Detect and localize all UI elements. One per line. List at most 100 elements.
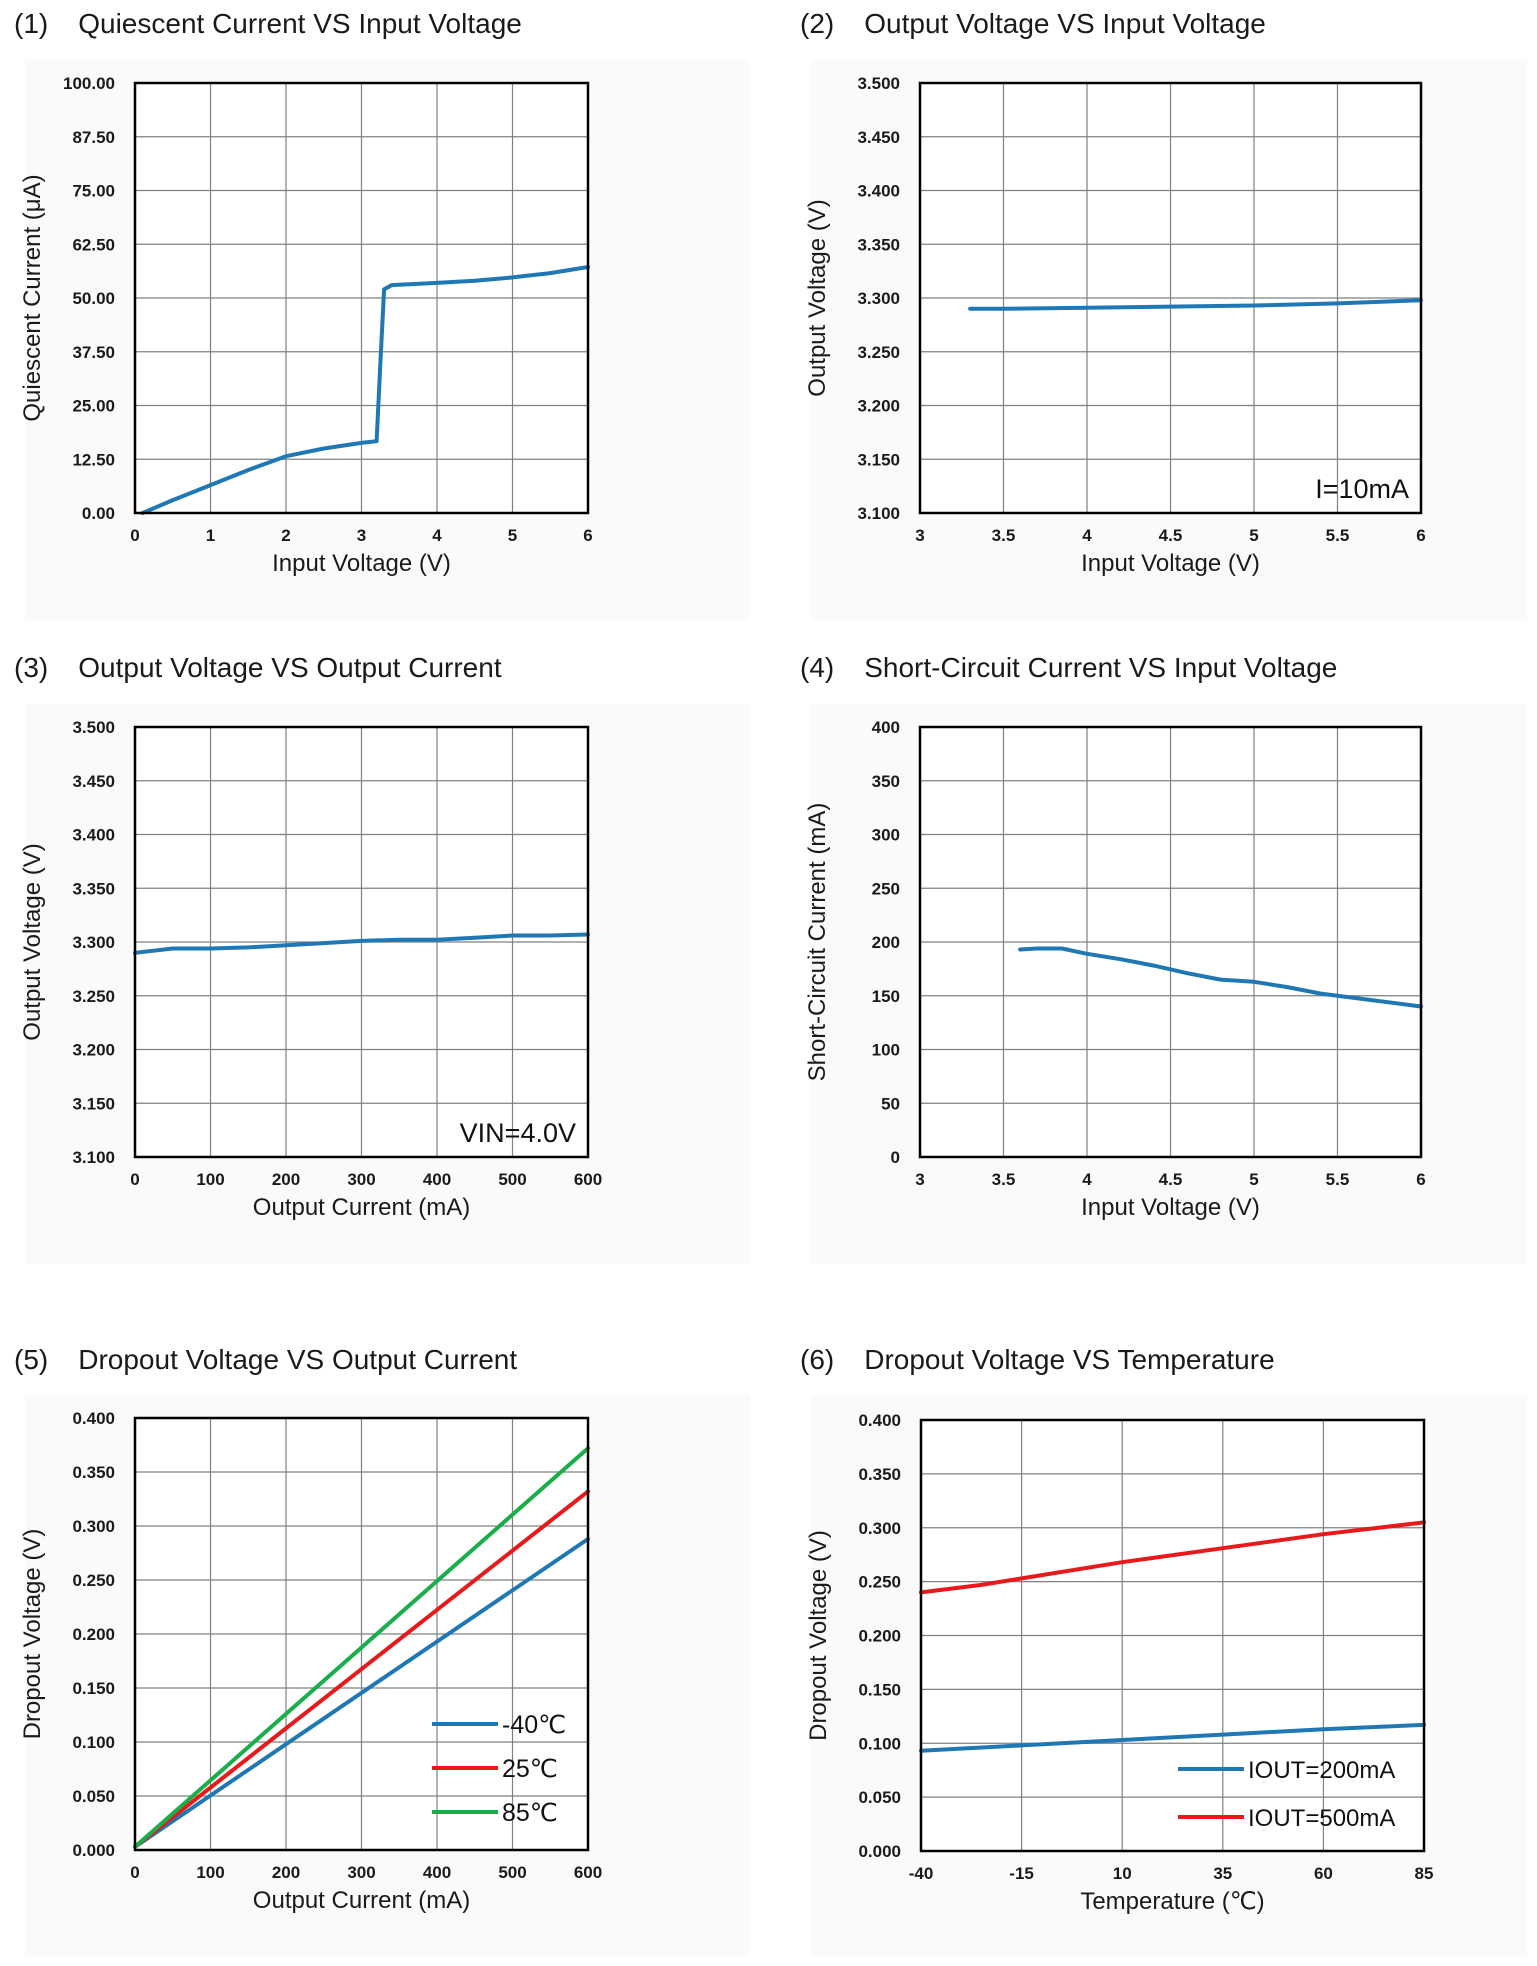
x-axis-label: Output Current (mA) bbox=[253, 1194, 470, 1221]
y-tick-label: 3.400 bbox=[72, 826, 115, 845]
series-line bbox=[968, 298, 1423, 311]
y-tick-label: 150 bbox=[872, 987, 900, 1006]
plot-frame bbox=[918, 81, 1423, 515]
x-tick-label: 4.5 bbox=[1159, 1170, 1183, 1189]
x-tick-label: 100 bbox=[196, 1863, 224, 1882]
x-tick-label: 5 bbox=[1249, 1170, 1258, 1189]
y-tick-label: 3.350 bbox=[857, 235, 900, 254]
series-line bbox=[133, 1489, 590, 1849]
y-tick-label: 50 bbox=[881, 1094, 900, 1113]
chart-annotation: VIN=4.0V bbox=[460, 1118, 576, 1148]
x-tick-label: 0 bbox=[130, 1170, 139, 1189]
y-tick-label: 0.300 bbox=[72, 1517, 115, 1536]
legend-entry: IOUT=500mA bbox=[1248, 1805, 1395, 1832]
x-tick-label: 200 bbox=[272, 1170, 300, 1189]
x-tick-label: 5 bbox=[508, 526, 517, 545]
chart-number: (6) bbox=[800, 1344, 835, 1375]
chart-number: (3) bbox=[14, 652, 49, 683]
y-tick-label: 75.00 bbox=[72, 182, 115, 201]
y-tick-label: 3.300 bbox=[857, 289, 900, 308]
x-axis-label: Output Current (mA) bbox=[253, 1887, 470, 1914]
chart-title-text: Quiescent Current VS Input Voltage bbox=[78, 8, 522, 39]
y-tick-label: 3.200 bbox=[857, 397, 900, 416]
x-tick-label: 500 bbox=[498, 1170, 526, 1189]
x-tick-label: 400 bbox=[423, 1170, 451, 1189]
y-tick-label: 3.100 bbox=[72, 1148, 115, 1167]
y-tick-label: 3.250 bbox=[857, 343, 900, 362]
legend-entry: IOUT=200mA bbox=[1248, 1757, 1395, 1784]
x-tick-label: 500 bbox=[498, 1863, 526, 1882]
x-tick-label: 3.5 bbox=[992, 526, 1016, 545]
x-tick-label: 10 bbox=[1113, 1864, 1132, 1883]
y-tick-label: 0.200 bbox=[72, 1625, 115, 1644]
y-tick-label: 3.500 bbox=[72, 718, 115, 737]
x-axis-label: Input Voltage (V) bbox=[1081, 1194, 1260, 1221]
y-tick-label: 0 bbox=[891, 1148, 900, 1167]
y-tick-label: 37.50 bbox=[72, 343, 115, 362]
y-tick-label: 0.400 bbox=[72, 1409, 115, 1428]
y-tick-label: 3.100 bbox=[857, 504, 900, 523]
x-tick-label: 6 bbox=[583, 526, 592, 545]
chart-title: (3) Output Voltage VS Output Current bbox=[14, 652, 502, 684]
chart-title: (6) Dropout Voltage VS Temperature bbox=[800, 1344, 1275, 1376]
series-line bbox=[140, 265, 590, 515]
x-tick-label: 0 bbox=[130, 1863, 139, 1882]
chart-panel: 0 100 200 300 400 500 600 3.100 3.150 3.200 3.250 3… bbox=[19, 704, 750, 1264]
y-tick-label: 0.100 bbox=[858, 1734, 901, 1753]
y-tick-label: 0.00 bbox=[82, 504, 115, 523]
chart-number: (5) bbox=[14, 1344, 49, 1375]
series-line bbox=[919, 1520, 1426, 1595]
x-tick-label: 600 bbox=[574, 1170, 602, 1189]
y-tick-label: 3.350 bbox=[72, 879, 115, 898]
y-axis-label: Output Voltage (V) bbox=[19, 843, 46, 1040]
y-tick-label: 200 bbox=[872, 933, 900, 952]
legend-entry: 25℃ bbox=[502, 1755, 558, 1783]
y-tick-label: 3.300 bbox=[72, 933, 115, 952]
x-tick-label: 4 bbox=[1082, 1170, 1092, 1189]
chart-title: (4) Short-Circuit Current VS Input Voltag… bbox=[800, 652, 1337, 684]
y-tick-label: 100 bbox=[872, 1041, 900, 1060]
y-tick-label: 25.00 bbox=[72, 397, 115, 416]
chart-title-text: Short-Circuit Current VS Input Voltage bbox=[864, 652, 1338, 683]
y-tick-label: 3.150 bbox=[857, 450, 900, 469]
x-tick-label: 4.5 bbox=[1159, 526, 1183, 545]
x-axis-label: Input Voltage (V) bbox=[1081, 550, 1260, 577]
x-tick-label: 600 bbox=[574, 1863, 602, 1882]
chart-panel: -40 -15 10 35 60 85 0.000 0.050 0.100 0.150 0.200 0… bbox=[805, 1395, 1527, 1956]
y-tick-label: 3.250 bbox=[72, 987, 115, 1006]
y-tick-label: 62.50 bbox=[72, 235, 115, 254]
x-tick-label: 4 bbox=[432, 526, 442, 545]
x-tick-label: 100 bbox=[196, 1170, 224, 1189]
chart-title: (1) Quiescent Current VS Input Voltage bbox=[14, 8, 522, 40]
y-tick-label: 0.100 bbox=[72, 1733, 115, 1752]
x-tick-label: 4 bbox=[1082, 526, 1092, 545]
y-tick-label: 87.50 bbox=[72, 128, 115, 147]
series-line bbox=[133, 1537, 590, 1849]
x-tick-label: 35 bbox=[1213, 1864, 1232, 1883]
chart-title-text: Output Voltage VS Input Voltage bbox=[864, 8, 1266, 39]
y-axis-label: Dropout Voltage (V) bbox=[805, 1530, 832, 1741]
x-tick-label: 2 bbox=[281, 526, 290, 545]
y-tick-label: 0.000 bbox=[72, 1841, 115, 1860]
plot-frame bbox=[919, 1418, 1426, 1853]
y-tick-label: 3.200 bbox=[72, 1041, 115, 1060]
series-line bbox=[1018, 946, 1423, 1009]
y-tick-label: 0.250 bbox=[858, 1573, 901, 1592]
y-tick-label: 0.150 bbox=[858, 1680, 901, 1699]
chart-panel: 3 3.5 4 4.5 5 5.5 6 0 50 100 150 200 250 300 350 400 Inp… bbox=[804, 704, 1527, 1264]
y-tick-label: 100.00 bbox=[63, 74, 115, 93]
plot-frame bbox=[133, 81, 590, 515]
y-tick-label: 12.50 bbox=[72, 450, 115, 469]
x-tick-label: 300 bbox=[347, 1863, 375, 1882]
plot-frame bbox=[918, 725, 1423, 1159]
x-tick-label: 300 bbox=[347, 1170, 375, 1189]
y-tick-label: 3.400 bbox=[857, 182, 900, 201]
y-tick-label: 300 bbox=[872, 826, 900, 845]
chart-annotation: I=10mA bbox=[1315, 474, 1409, 504]
series-line bbox=[133, 1446, 590, 1849]
y-tick-label: 3.450 bbox=[857, 128, 900, 147]
y-tick-label: 350 bbox=[872, 772, 900, 791]
y-axis-label: Output Voltage (V) bbox=[804, 199, 831, 396]
y-axis-label: Dropout Voltage (V) bbox=[19, 1529, 46, 1740]
